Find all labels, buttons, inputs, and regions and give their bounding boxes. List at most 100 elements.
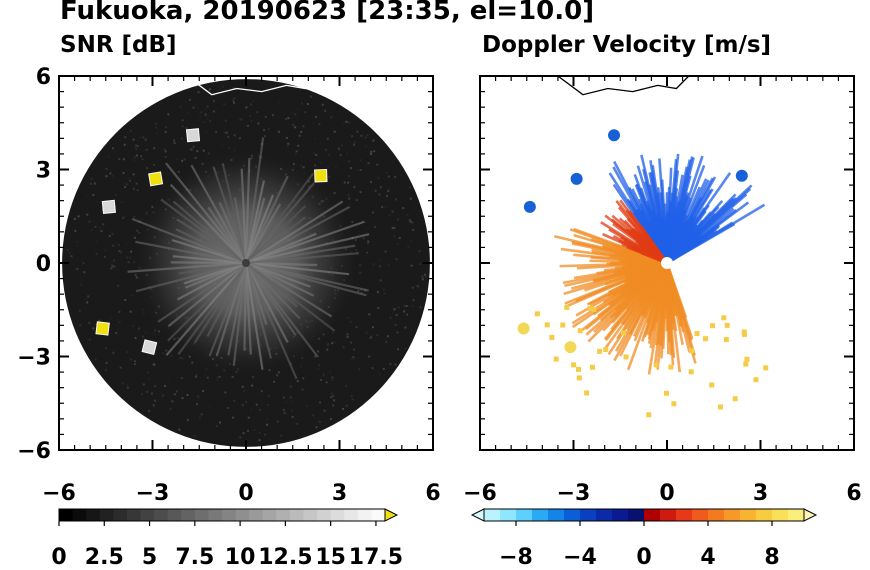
x-tick-label: 3 <box>753 481 768 506</box>
snr-speckle <box>109 317 112 320</box>
snr-speckle <box>263 128 266 131</box>
snr-speckle <box>407 246 410 249</box>
snr-speckle <box>126 384 129 387</box>
snr-speckle <box>219 421 222 424</box>
snr-ray <box>208 262 248 357</box>
snr-speckle <box>314 355 317 358</box>
snr-speckle <box>395 258 398 261</box>
snr-speckle <box>189 148 192 151</box>
snr-speckle <box>133 131 136 134</box>
snr-speckle <box>410 264 413 267</box>
snr-speckle <box>331 376 334 379</box>
snr-ray <box>245 261 367 297</box>
snr-speckle <box>380 275 383 278</box>
snr-speckle <box>204 108 207 111</box>
snr-speckle <box>133 159 136 162</box>
snr-speckle <box>205 130 208 133</box>
snr-speckle <box>384 206 387 209</box>
snr-speckle <box>306 103 309 106</box>
snr-ray <box>167 262 247 342</box>
snr-speckle <box>74 229 77 232</box>
snr-speckle <box>132 138 135 141</box>
plot-area <box>517 76 769 418</box>
snr-speckle <box>103 255 106 258</box>
snr-speckle <box>137 327 140 330</box>
snr-echo-strong-echo <box>314 168 328 183</box>
snr-speckle <box>88 321 91 324</box>
snr-speckle <box>377 176 380 179</box>
colorbar-segment <box>596 509 613 521</box>
snr-speckle <box>297 108 300 111</box>
snr-speckle <box>96 240 99 243</box>
snr-ray <box>245 172 315 264</box>
colorbar-segment <box>532 509 549 521</box>
snr-speckle <box>233 134 236 137</box>
velocity-echo <box>570 172 583 185</box>
snr-ray <box>172 255 247 265</box>
snr-speckle <box>86 301 89 304</box>
snr-speckle <box>133 360 136 363</box>
colorbar-segment <box>86 509 101 521</box>
snr-speckle <box>425 276 428 279</box>
velocity-speckle <box>688 369 694 375</box>
x-tick-label: −3 <box>557 481 591 506</box>
x-tick-label: −6 <box>42 481 76 506</box>
snr-speckle <box>95 252 98 255</box>
snr-speckle <box>145 148 148 151</box>
colorbar-segment <box>72 509 87 521</box>
snr-speckle <box>186 394 189 397</box>
velocity-speckle <box>553 356 559 362</box>
snr-speckle <box>408 219 411 222</box>
snr-speckle <box>266 418 269 421</box>
snr-speckle <box>351 398 354 401</box>
snr-ray <box>127 261 247 273</box>
snr-speckle <box>285 136 288 139</box>
snr-speckle <box>170 354 173 357</box>
colorbar-segment <box>772 509 789 521</box>
snr-speckle <box>199 115 202 118</box>
velocity-speckle <box>717 404 723 410</box>
snr-ray <box>245 220 365 265</box>
snr-speckle <box>125 255 128 258</box>
snr-speckle <box>76 267 79 270</box>
snr-speckle <box>240 117 243 120</box>
snr-speckle <box>193 435 196 438</box>
snr-speckle <box>122 216 125 219</box>
snr-speckle <box>252 99 255 102</box>
velocity-speckle <box>576 375 582 381</box>
snr-speckle <box>217 139 220 142</box>
snr-speckle <box>267 89 270 92</box>
snr-speckle <box>227 135 230 138</box>
velocity-speckle <box>702 336 708 342</box>
colorbar-segment <box>249 509 264 521</box>
snr-speckle <box>315 426 318 429</box>
snr-speckle <box>327 165 330 168</box>
snr-speckle <box>296 380 299 383</box>
velocity-speckle <box>741 329 747 335</box>
colorbar-frame <box>58 508 386 522</box>
snr-speckle <box>324 109 327 112</box>
velocity-speckle <box>732 396 738 402</box>
snr-speckle <box>410 240 413 243</box>
snr-ray <box>245 203 282 264</box>
snr-speckle <box>145 332 148 335</box>
snr-speckle <box>134 336 137 339</box>
snr-speckle <box>405 305 408 308</box>
snr-speckle <box>387 335 390 338</box>
colorbar-segment <box>113 509 128 521</box>
snr-speckle <box>282 396 285 399</box>
snr-speckle <box>88 220 91 223</box>
snr-speckle <box>136 144 139 147</box>
snr-speckle <box>163 148 166 151</box>
colorbar-segment <box>99 509 114 521</box>
snr-speckle <box>133 363 136 366</box>
snr-speckle <box>196 403 199 406</box>
colorbar-extend-max <box>384 508 399 522</box>
snr-speckle <box>385 171 388 174</box>
snr-ray <box>169 183 247 264</box>
snr-speckle <box>287 142 290 145</box>
snr-speckle <box>421 275 424 278</box>
snr-ray <box>227 262 248 356</box>
snr-speckle <box>216 379 219 382</box>
snr-speckle <box>342 407 345 410</box>
